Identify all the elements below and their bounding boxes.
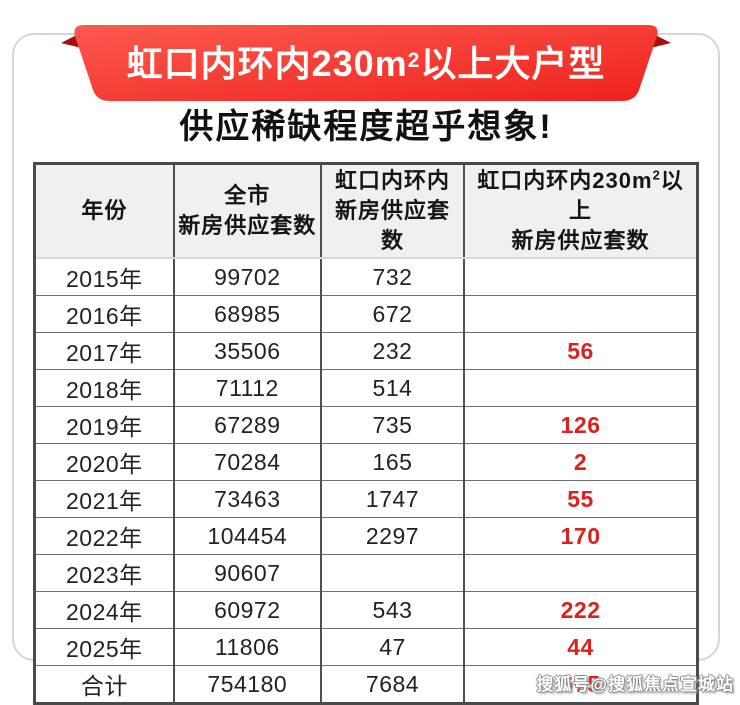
hongkou-cell: 165 [319,443,466,481]
hongkou-cell [319,554,466,592]
table-row: 2019年 67289 735 126 [33,406,699,444]
citywide-cell: 104454 [172,517,322,555]
year-cell: 2018年 [33,369,175,407]
table-row: 2022年 104454 2297 170 [33,517,699,555]
year-cell: 2022年 [33,517,175,555]
year-cell: 2020年 [33,443,175,481]
hongkou-cell: 732 [319,257,466,296]
large-units-cell: 222 [463,591,699,629]
infographic-card: 虹口内环内230m 2 以上大户型 供应稀缺程度超乎想象! 年份 全市 新房供应套数… [12,25,720,705]
table-row: 2020年 70284 165 2 [33,443,699,481]
table-row: 2016年 68985 672 [33,295,699,333]
table-row: 2025年 11806 47 44 [33,628,699,666]
hongkou-cell: 672 [319,295,466,333]
ribbon-shape [61,25,671,101]
table-row: 2018年 71112 514 [33,369,699,407]
hongkou-cell: 7684 [319,665,466,704]
watermark: 搜狐号@搜狐焦点宣城站 [536,675,734,694]
header-large-units: 虹口内环内230m2以上 新房供应套数 [463,162,699,259]
citywide-cell: 60972 [172,591,322,629]
table-row: 2017年 35506 232 56 [33,332,699,370]
table-header: 年份 全市 新房供应套数 虹口内环内 新房供应套数 虹口内环内230m2以上 新… [33,162,699,259]
header-year: 年份 [33,162,175,259]
citywide-cell: 11806 [172,628,322,666]
banner-title-main: 虹口内环内230m [126,42,408,84]
header-hongkou: 虹口内环内 新房供应套数 [319,162,466,259]
hongkou-cell: 514 [319,369,466,407]
large-units-cell [463,257,699,296]
table-body: 2015年 99702 732 2016年 68985 672 2017年 35506 232 5… [33,257,699,704]
citywide-cell: 71112 [172,369,322,407]
citywide-cell: 90607 [172,554,322,592]
large-units-cell [463,369,699,407]
large-units-cell: 44 [463,628,699,666]
table-row: 2023年 90607 [33,554,699,592]
large-units-cell: 56 [463,332,699,370]
citywide-cell: 35506 [172,332,322,370]
large-units-cell: 126 [463,406,699,444]
title-ribbon: 虹口内环内230m 2 以上大户型 [60,21,672,103]
year-cell: 2021年 [33,480,175,518]
large-units-cell: 55 [463,480,699,518]
large-units-cell: 170 [463,517,699,555]
citywide-cell: 68985 [172,295,322,333]
large-units-cell: 2 [463,443,699,481]
page-subtitle: 供应稀缺程度超乎想象! [179,108,553,146]
ribbon-body [74,25,658,101]
table-row: 2024年 60972 543 222 [33,591,699,629]
citywide-cell: 99702 [172,257,322,296]
year-cell: 2017年 [33,332,175,370]
header-citywide: 全市 新房供应套数 [172,162,322,259]
hongkou-cell: 543 [319,591,466,629]
hongkou-cell: 47 [319,628,466,666]
year-cell: 2016年 [33,295,175,333]
citywide-cell: 70284 [172,443,322,481]
banner-title: 虹口内环内230m 2 以上大户型 [60,21,672,103]
year-cell: 2023年 [33,554,175,592]
year-cell: 2019年 [33,406,175,444]
citywide-cell: 73463 [172,480,322,518]
banner-title-tail: 以上大户型 [420,42,606,84]
year-cell: 2025年 [33,628,175,666]
year-cell: 2024年 [33,591,175,629]
hongkou-cell: 232 [319,332,466,370]
large-units-cell [463,554,699,592]
large-units-cell [463,295,699,333]
year-cell: 2015年 [33,257,175,296]
table-row: 2021年 73463 1747 55 [33,480,699,518]
supply-table: 年份 全市 新房供应套数 虹口内环内 新房供应套数 虹口内环内230m2以上 新… [33,162,699,705]
hongkou-cell: 735 [319,406,466,444]
hongkou-cell: 1747 [319,480,466,518]
table-row: 2015年 99702 732 [33,257,699,296]
hongkou-cell: 2297 [319,517,466,555]
citywide-cell: 67289 [172,406,322,444]
